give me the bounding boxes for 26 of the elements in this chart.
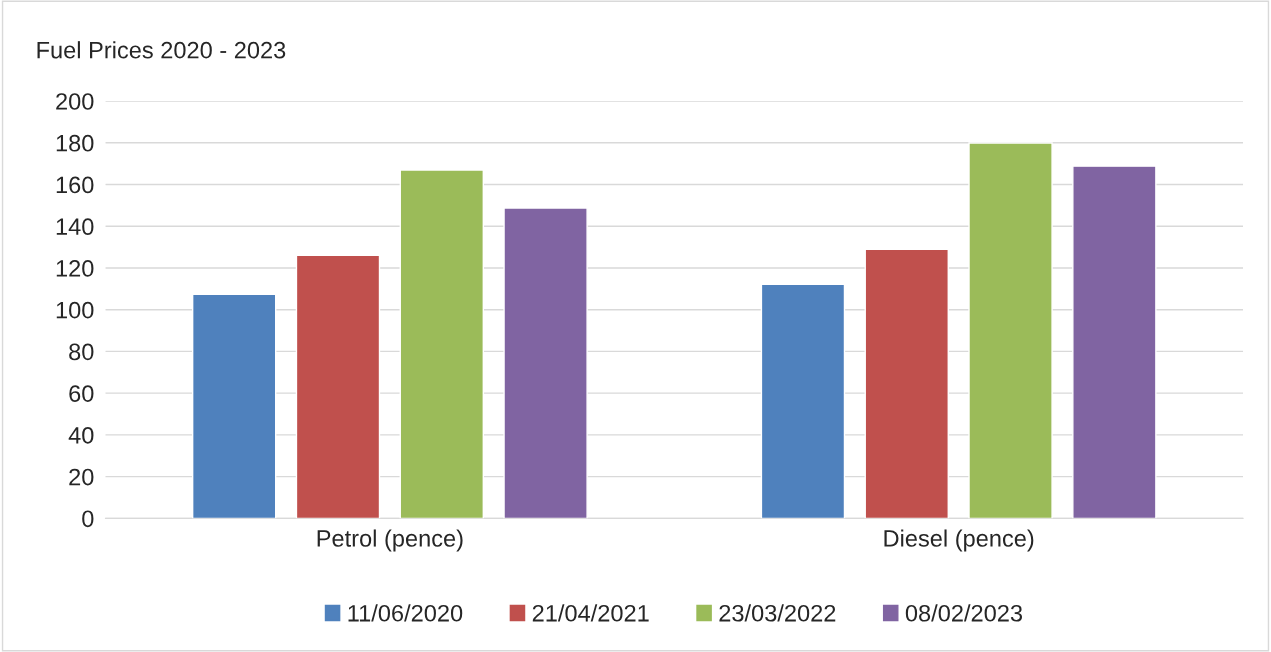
bar [503, 207, 588, 519]
y-tick-label: 200 [56, 93, 94, 110]
x-tick-label: Petrol (pence) [317, 529, 463, 552]
bar [1072, 165, 1157, 519]
y-tick-label: 120 [56, 260, 94, 277]
y-tick-label: 100 [56, 301, 94, 319]
bar [760, 283, 846, 519]
bar [399, 169, 484, 519]
y-tick-label: 60 [69, 385, 94, 402]
y-tick-label: 140 [56, 218, 94, 236]
y-tick-label: 20 [69, 468, 94, 486]
legend-label: 08/02/2023 [905, 604, 1023, 622]
x-tick-label: Diesel (pence) [884, 529, 1034, 552]
y-tick-label: 40 [68, 426, 94, 444]
y-tick-label: 180 [56, 134, 94, 152]
chart-title: Fuel Prices 2020 - 2023 [37, 41, 286, 59]
y-tick-label: 80 [69, 343, 94, 361]
legend-label: 11/06/2020 [348, 604, 463, 622]
bar [864, 248, 949, 519]
bar [191, 293, 277, 519]
y-tick-label: 160 [56, 176, 94, 194]
bar [295, 254, 381, 519]
legend-label: 23/03/2022 [719, 604, 836, 622]
legend-label: 21/04/2021 [532, 604, 649, 622]
bar [968, 142, 1053, 519]
y-tick-label: 0 [82, 510, 94, 528]
